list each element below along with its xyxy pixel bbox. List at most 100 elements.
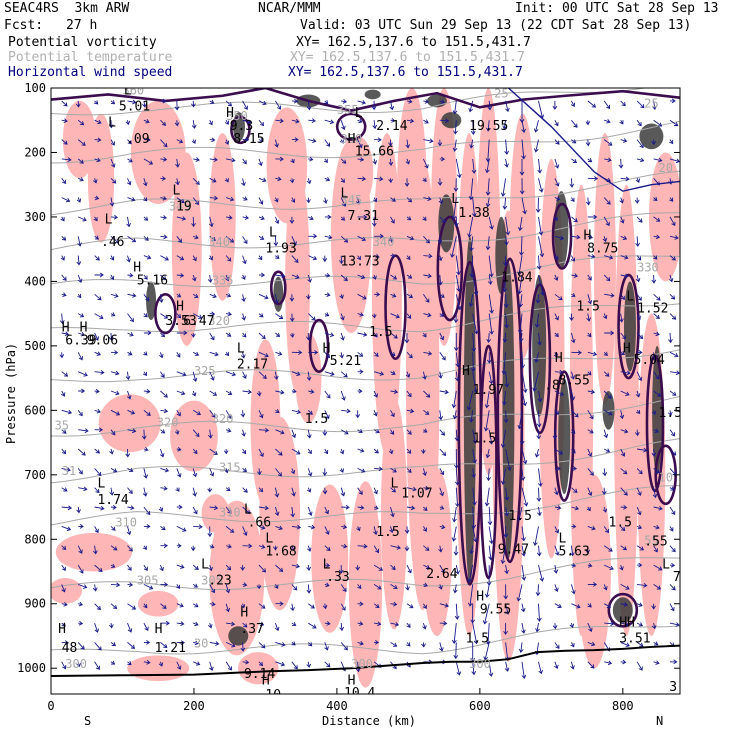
pv-extremum-label-30: 6.47 — [183, 314, 214, 329]
wind-vector-209 — [158, 661, 164, 667]
wind-vector-691 — [439, 118, 450, 124]
wind-vector-683 — [423, 545, 430, 551]
wind-vector-694 — [437, 178, 443, 186]
wind-vector-42 — [78, 331, 85, 337]
wind-vector-761 — [472, 313, 479, 335]
wind-vector-520 — [339, 294, 344, 299]
wind-vector-914 — [554, 369, 564, 375]
wind-vector-130 — [127, 293, 137, 298]
wind-vector-793 — [486, 352, 492, 364]
wind-vector-177 — [143, 622, 149, 632]
wind-vector-353 — [242, 543, 253, 549]
wind-vector-491 — [324, 312, 330, 317]
wind-vector-92 — [110, 139, 115, 146]
wind-vector-828 — [505, 448, 512, 471]
wind-vector-157 — [143, 235, 149, 241]
pv-shade-blob-23 — [170, 400, 218, 472]
wind-vector-639 — [406, 274, 413, 279]
wind-vector-270 — [209, 99, 215, 104]
wind-vector-508 — [324, 642, 329, 651]
wind-vector-882 — [537, 332, 542, 346]
terrain-surface — [51, 644, 680, 677]
wind-vector-1005 — [603, 390, 612, 399]
wind-vector-333 — [242, 158, 247, 165]
wind-vector-27 — [61, 622, 66, 627]
pv-shade-blob-38 — [577, 474, 611, 669]
wind-vector-960 — [587, 100, 597, 108]
wind-vector-628 — [390, 642, 398, 647]
wind-vector-966 — [587, 214, 598, 220]
pv-contour-1 — [269, 270, 287, 306]
wind-vector-402 — [275, 332, 281, 338]
wind-vector-547 — [357, 235, 367, 242]
wind-vector-717 — [439, 620, 448, 626]
wind-vector-995 — [603, 197, 611, 205]
theta-label-1: 340 — [208, 235, 230, 249]
wind-vector-1013 — [603, 545, 613, 552]
wind-vector-323 — [225, 544, 232, 549]
pv-extremum-label-85: 3.51 — [619, 631, 650, 646]
wind-vector-681 — [423, 506, 428, 511]
wind-vector-20 — [61, 487, 68, 492]
wind-vector-212 — [176, 139, 184, 144]
wind-vector-736 — [452, 410, 458, 420]
wind-vector-632 — [405, 139, 411, 149]
wind-vector-614 — [390, 370, 396, 375]
wind-vector-186 — [160, 215, 167, 220]
wind-vector-436 — [291, 409, 301, 415]
wind-vector-911 — [554, 313, 559, 321]
wind-vector-528 — [339, 448, 345, 455]
wind-vector-286 — [209, 410, 216, 418]
wind-vector-88 — [94, 642, 102, 651]
wind-vector-815 — [502, 197, 508, 210]
wind-vector-584 — [373, 371, 385, 376]
wind-vector-723 — [455, 158, 462, 179]
wind-vector-607 — [388, 236, 394, 243]
wind-vector-1045 — [620, 584, 630, 590]
wind-vector-414 — [275, 564, 284, 572]
wind-vector-1047 — [620, 621, 630, 627]
wind-vector-743 — [453, 545, 459, 556]
wind-vector-114 — [110, 563, 116, 568]
wind-vector-934 — [569, 178, 575, 188]
wind-vector-585 — [373, 390, 378, 398]
wind-vector-89 — [94, 661, 100, 670]
wind-vector-1070 — [636, 487, 642, 496]
wind-vector-151 — [143, 119, 150, 124]
wind-vector-116 — [110, 603, 118, 610]
wind-vector-159 — [143, 274, 148, 280]
wind-vector-348 — [242, 448, 247, 455]
theta-label-18: 300 — [469, 657, 491, 671]
wind-vector-839 — [504, 661, 510, 672]
wind-vector-296 — [209, 601, 216, 607]
wind-vector-257 — [192, 429, 200, 438]
wind-vector-1103 — [653, 545, 658, 553]
wind-vector-968 — [587, 254, 596, 259]
wind-vector-272 — [209, 137, 216, 143]
wind-vector-744 — [455, 565, 460, 575]
pv-extremum-label-36: 1.5 — [576, 299, 599, 314]
wind-vector-306 — [226, 215, 233, 220]
wind-vector-442 — [291, 524, 302, 530]
wind-vector-376 — [258, 410, 264, 419]
wind-vector-418 — [275, 641, 286, 647]
wind-vector-702 — [439, 332, 445, 341]
wind-vector-809 — [488, 661, 494, 677]
wind-vector-67 — [94, 235, 100, 240]
wind-vector-443 — [290, 545, 296, 552]
wind-vector-1082 — [651, 139, 657, 146]
pv-extremum-label-29: 3.53 — [165, 314, 196, 329]
wind-vector-18 — [61, 448, 67, 455]
pv-shade-blob-31 — [51, 577, 83, 604]
wind-vector-390 — [275, 100, 282, 110]
theta-label-28: 10 — [659, 470, 673, 484]
wind-vector-775 — [467, 584, 474, 607]
pv-extremum-label-53: L — [391, 477, 399, 492]
wind-vector-1061 — [636, 313, 641, 321]
wind-vector-1096 — [651, 410, 657, 416]
wind-vector-1087 — [653, 234, 661, 240]
wind-vector-1038 — [620, 448, 626, 457]
wind-vector-158 — [143, 255, 152, 260]
wind-vector-1108 — [653, 641, 659, 646]
wind-vector-623 — [390, 545, 401, 550]
